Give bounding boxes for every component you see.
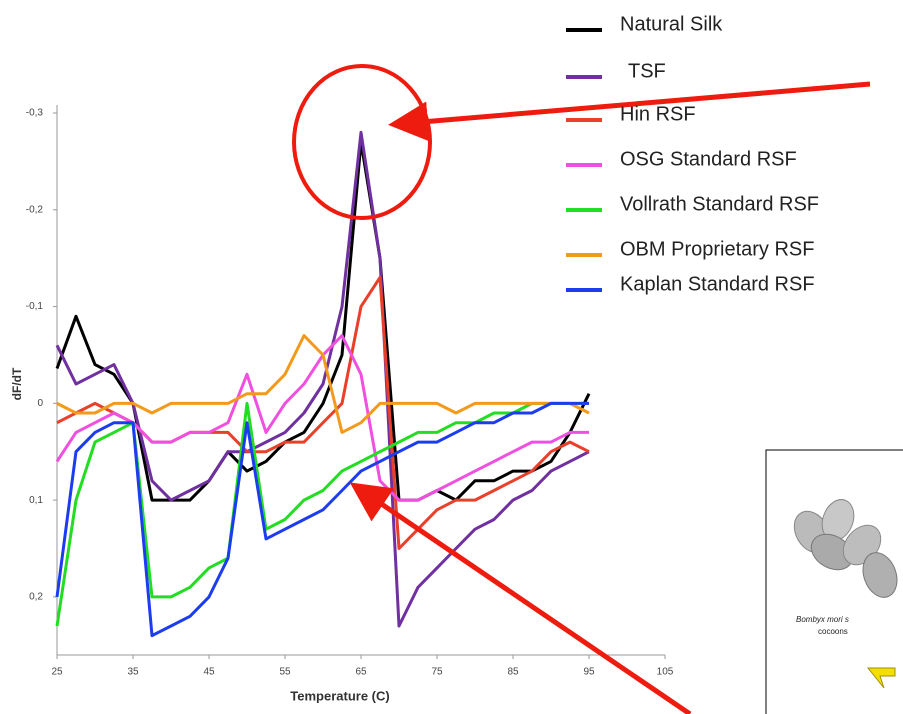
y-axis-label: dF/dT <box>10 367 24 400</box>
series-line <box>55 130 590 628</box>
y-tick-label: -0,3 <box>26 108 44 119</box>
annotation-arrow <box>349 482 692 714</box>
y-tick-label: 0 <box>37 398 43 409</box>
cocoon <box>862 552 898 598</box>
series-line <box>56 334 590 434</box>
inset-caption: cocoons <box>818 627 848 636</box>
x-tick-label: 85 <box>507 667 519 678</box>
x-tick-label: 105 <box>657 667 674 678</box>
legend-label: Kaplan Standard RSF <box>620 273 815 295</box>
legend-label: OBM Proprietary RSF <box>620 238 814 260</box>
x-tick-label: 65 <box>355 667 367 678</box>
plot-area: -0,3 -0,2 -0,1 0 0,1 0,2 25 35 45 55 65 75 85 95 105 <box>26 105 674 678</box>
x-tick-label: 25 <box>51 667 63 678</box>
x-tick-label: 75 <box>431 667 443 678</box>
series-line <box>55 140 591 502</box>
x-tick-label: 95 <box>583 667 595 678</box>
inset-arrow <box>866 667 896 689</box>
y-tick-label: 0,2 <box>29 592 43 603</box>
x-tick-label: 55 <box>279 667 291 678</box>
legend-label: OSG Standard RSF <box>620 148 797 170</box>
y-tick-label: -0,2 <box>26 204 44 215</box>
x-axis-label: Temperature (C) <box>290 688 389 703</box>
series-line <box>55 401 589 627</box>
series-line <box>55 401 589 638</box>
legend: Natural Silk TSF Hin RSF OSG Standard RSF Vo… <box>566 13 819 295</box>
highlight-circle <box>292 64 432 220</box>
annotation-arrow <box>388 81 871 142</box>
y-tick-label: 0,1 <box>29 495 43 506</box>
x-tick-label: 35 <box>127 667 139 678</box>
legend-label: Vollrath Standard RSF <box>620 193 819 215</box>
legend-label: TSF <box>628 60 666 82</box>
legend-label: Hin RSF <box>620 103 696 125</box>
x-tick-label: 45 <box>203 667 215 678</box>
legend-label: Natural Silk <box>620 13 723 35</box>
inset-caption: Bombyx mori s <box>796 615 849 624</box>
inset: Bombyx mori s cocoons <box>765 449 903 714</box>
y-tick-label: -0,1 <box>26 301 44 312</box>
